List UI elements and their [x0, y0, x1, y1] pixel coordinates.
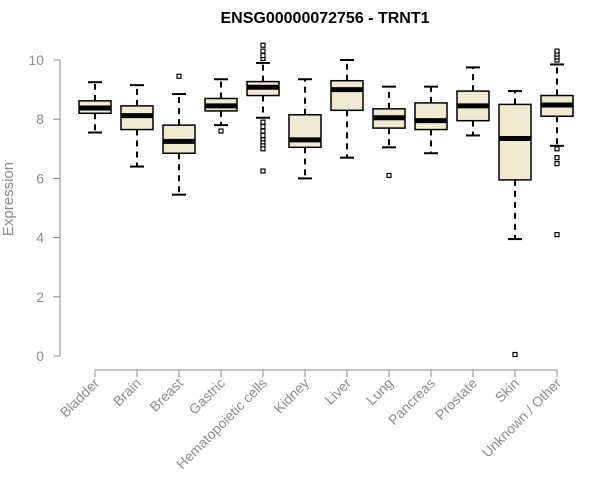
box-bladder — [78, 81, 112, 134]
box-gastric — [204, 78, 238, 134]
outlier-point — [218, 128, 224, 134]
category-label: Brain — [110, 375, 144, 409]
box-hematopoietic-cells — [246, 42, 280, 174]
outlier-point — [512, 351, 518, 358]
outlier-point — [260, 123, 266, 130]
outlier-point — [260, 168, 266, 174]
outlier-point — [554, 146, 560, 152]
box-brain — [120, 84, 154, 168]
box-breast — [162, 73, 196, 196]
iqr-box — [288, 114, 322, 149]
outlier-point — [260, 52, 266, 59]
outlier-point — [554, 232, 560, 238]
y-tick-label: 8 — [36, 111, 44, 127]
outlier-point — [260, 146, 266, 152]
category-label: Unknown / Other — [479, 375, 565, 461]
outlier-point — [554, 161, 560, 167]
outlier-point — [554, 48, 560, 54]
category-label: Skin — [492, 375, 523, 406]
outlier-point — [260, 42, 266, 48]
outlier-point — [260, 48, 266, 54]
y-tick-label: 4 — [36, 230, 44, 246]
box-prostate — [456, 66, 490, 137]
box-kidney — [288, 78, 322, 180]
chart-title: ENSG00000072756 - TRNT1 — [221, 10, 430, 27]
boxes-group — [78, 42, 574, 358]
category-label: Lung — [363, 375, 396, 408]
y-tick-label: 10 — [28, 52, 44, 68]
box-skin — [498, 90, 532, 358]
box-liver — [330, 59, 364, 159]
category-label: Kidney — [271, 375, 313, 417]
y-tick-label: 0 — [36, 348, 44, 364]
category-label: Bladder — [57, 375, 103, 421]
iqr-box — [330, 79, 364, 112]
outlier-point — [176, 73, 182, 79]
y-tick-label: 6 — [36, 170, 44, 186]
iqr-box — [498, 103, 532, 181]
iqr-box — [414, 102, 448, 131]
outlier-point — [260, 119, 266, 125]
box-unknown-other — [540, 48, 574, 238]
y-tick-label: 2 — [36, 289, 44, 305]
y-axis-ticks: 0 2 4 6 8 10 — [28, 52, 60, 364]
outlier-point — [554, 155, 560, 161]
category-label: Pancreas — [385, 375, 438, 428]
y-axis-label: Expression — [0, 162, 17, 236]
outlier-point — [260, 132, 266, 139]
category-label: Prostate — [432, 375, 480, 423]
outlier-point — [260, 128, 266, 134]
outlier-point — [386, 172, 392, 179]
category-label: Breast — [146, 375, 186, 415]
box-lung — [372, 85, 406, 179]
category-label: Liver — [321, 375, 354, 408]
box-pancreas — [414, 85, 448, 155]
